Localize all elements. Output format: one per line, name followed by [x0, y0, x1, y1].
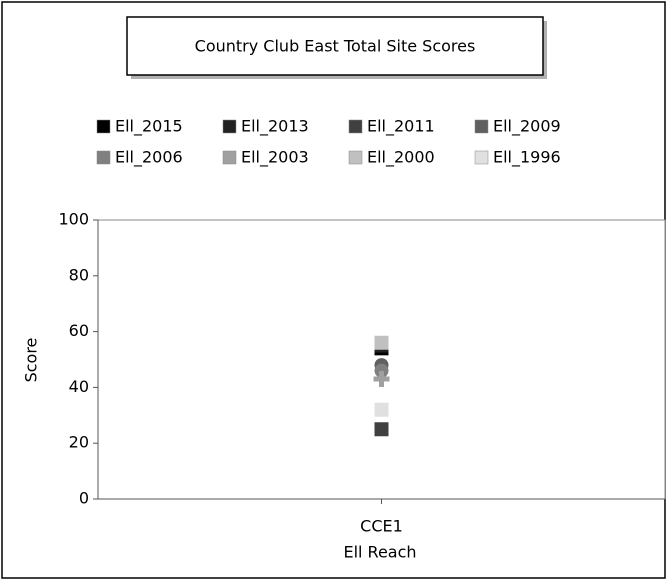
- point: [374, 363, 389, 378]
- x-tick-label: CCE1: [360, 517, 403, 536]
- y-tick-label: 60: [69, 321, 89, 340]
- y-tick-label: 0: [79, 489, 89, 508]
- legend-swatch: [222, 150, 237, 165]
- legend-swatch: [348, 150, 363, 165]
- point: [374, 335, 389, 350]
- legend-swatch: [474, 150, 489, 165]
- title-box: [126, 16, 544, 76]
- legend-swatch: [96, 119, 111, 134]
- legend-label: Ell_1996: [493, 148, 561, 168]
- legend-label: Ell_2009: [493, 117, 561, 137]
- y-tick-label: 80: [69, 265, 89, 284]
- legend-swatch: [348, 119, 363, 134]
- legend-swatch: [474, 119, 489, 134]
- legend-label: Ell_2006: [115, 148, 183, 168]
- y-tick-label: 20: [69, 433, 89, 452]
- chart-title: Country Club East Total Site Scores: [195, 37, 476, 56]
- point: [374, 402, 389, 417]
- y-tick-label: 100: [58, 210, 89, 229]
- legend-label: Ell_2003: [241, 148, 309, 168]
- legend-label: Ell_2015: [115, 117, 183, 137]
- legend-label: Ell_2000: [367, 148, 435, 168]
- legend-swatch: [96, 150, 111, 165]
- point: [374, 422, 389, 437]
- legend-swatch: [222, 119, 237, 134]
- y-tick-label: 40: [69, 377, 89, 396]
- point: [373, 371, 390, 388]
- y-axis-label: Score: [22, 338, 41, 383]
- x-axis-label: Ell Reach: [343, 543, 416, 562]
- legend-label: Ell_2013: [241, 117, 309, 137]
- legend-label: Ell_2011: [367, 117, 435, 137]
